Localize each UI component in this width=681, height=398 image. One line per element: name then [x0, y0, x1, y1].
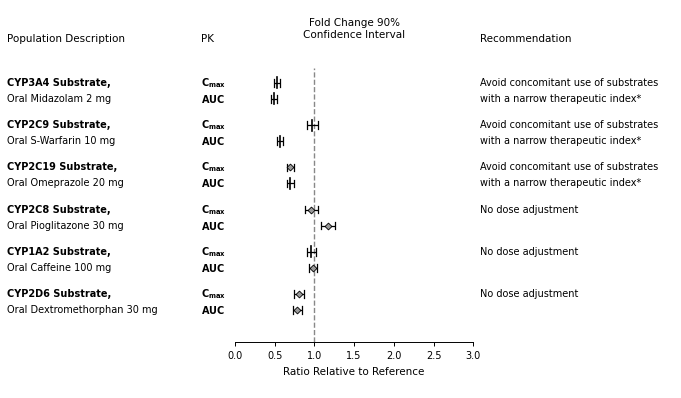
Text: Oral Midazolam 2 mg: Oral Midazolam 2 mg — [7, 94, 111, 104]
Text: CYP3A4 Substrate,: CYP3A4 Substrate, — [7, 78, 110, 88]
Text: $\mathbf{C_{max}}$: $\mathbf{C_{max}}$ — [201, 203, 226, 217]
Text: $\mathbf{AUC}$: $\mathbf{AUC}$ — [201, 178, 225, 189]
Text: Recommendation: Recommendation — [480, 34, 571, 44]
Text: Population Description: Population Description — [7, 34, 125, 44]
Text: with a narrow therapeutic index*: with a narrow therapeutic index* — [480, 178, 642, 188]
Text: CYP1A2 Substrate,: CYP1A2 Substrate, — [7, 247, 110, 257]
Text: with a narrow therapeutic index*: with a narrow therapeutic index* — [480, 136, 642, 146]
Text: Oral Pioglitazone 30 mg: Oral Pioglitazone 30 mg — [7, 220, 123, 231]
Text: CYP2C8 Substrate,: CYP2C8 Substrate, — [7, 205, 110, 215]
Text: No dose adjustment: No dose adjustment — [480, 289, 578, 299]
Text: $\mathbf{C_{max}}$: $\mathbf{C_{max}}$ — [201, 160, 226, 174]
Text: $\mathbf{AUC}$: $\mathbf{AUC}$ — [201, 220, 225, 232]
Text: Avoid concomitant use of substrates: Avoid concomitant use of substrates — [480, 78, 659, 88]
Text: $\mathbf{AUC}$: $\mathbf{AUC}$ — [201, 93, 225, 105]
Text: $\mathbf{C_{max}}$: $\mathbf{C_{max}}$ — [201, 245, 226, 259]
Text: Oral S-Warfarin 10 mg: Oral S-Warfarin 10 mg — [7, 136, 115, 146]
Text: CYP2C9 Substrate,: CYP2C9 Substrate, — [7, 120, 110, 130]
Text: $\mathbf{AUC}$: $\mathbf{AUC}$ — [201, 304, 225, 316]
Text: Fold Change 90%
Confidence Interval: Fold Change 90% Confidence Interval — [303, 18, 405, 40]
Text: No dose adjustment: No dose adjustment — [480, 247, 578, 257]
X-axis label: Ratio Relative to Reference: Ratio Relative to Reference — [283, 367, 425, 377]
Text: Oral Omeprazole 20 mg: Oral Omeprazole 20 mg — [7, 178, 123, 188]
Text: Oral Dextromethorphan 30 mg: Oral Dextromethorphan 30 mg — [7, 305, 157, 315]
Text: $\mathbf{C_{max}}$: $\mathbf{C_{max}}$ — [201, 76, 226, 90]
Text: No dose adjustment: No dose adjustment — [480, 205, 578, 215]
Text: Avoid concomitant use of substrates: Avoid concomitant use of substrates — [480, 120, 659, 130]
Text: $\mathbf{AUC}$: $\mathbf{AUC}$ — [201, 135, 225, 147]
Text: $\mathbf{C_{max}}$: $\mathbf{C_{max}}$ — [201, 287, 226, 301]
Text: $\mathbf{C_{max}}$: $\mathbf{C_{max}}$ — [201, 118, 226, 132]
Text: with a narrow therapeutic index*: with a narrow therapeutic index* — [480, 94, 642, 104]
Text: PK: PK — [201, 34, 214, 44]
Text: Oral Caffeine 100 mg: Oral Caffeine 100 mg — [7, 263, 111, 273]
Text: $\mathbf{AUC}$: $\mathbf{AUC}$ — [201, 262, 225, 274]
Text: CYP2D6 Substrate,: CYP2D6 Substrate, — [7, 289, 111, 299]
Text: Avoid concomitant use of substrates: Avoid concomitant use of substrates — [480, 162, 659, 172]
Text: CYP2C19 Substrate,: CYP2C19 Substrate, — [7, 162, 117, 172]
